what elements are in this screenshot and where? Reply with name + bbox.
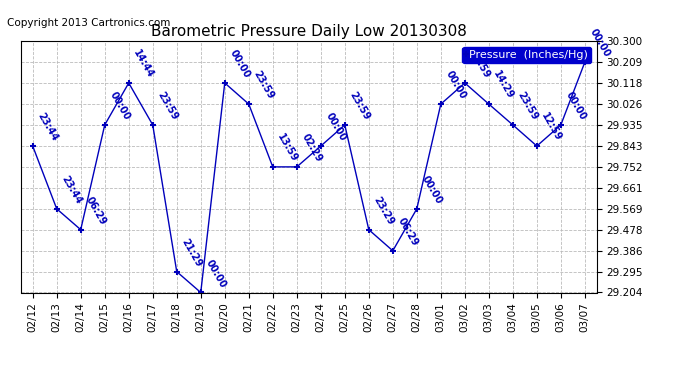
Text: 13:59: 13:59 (275, 132, 299, 164)
Pressure  (Inches/Hg) (221, 81, 229, 85)
Text: 00:00: 00:00 (204, 258, 228, 290)
Pressure  (Inches/Hg) (557, 123, 565, 127)
Pressure  (Inches/Hg) (509, 123, 517, 127)
Pressure  (Inches/Hg) (148, 123, 157, 127)
Text: 23:44: 23:44 (59, 174, 83, 206)
Text: 06:29: 06:29 (83, 195, 108, 227)
Text: 23:59: 23:59 (348, 90, 372, 122)
Pressure  (Inches/Hg) (413, 207, 421, 211)
Pressure  (Inches/Hg) (437, 102, 445, 106)
Pressure  (Inches/Hg) (388, 249, 397, 253)
Text: 21:29: 21:29 (179, 237, 204, 269)
Text: Copyright 2013 Cartronics.com: Copyright 2013 Cartronics.com (7, 18, 170, 28)
Text: 23:59: 23:59 (155, 90, 179, 122)
Text: 00:00: 00:00 (444, 69, 468, 101)
Pressure  (Inches/Hg) (52, 207, 61, 211)
Pressure  (Inches/Hg) (172, 269, 181, 274)
Text: 00:00: 00:00 (420, 174, 444, 206)
Pressure  (Inches/Hg) (293, 165, 301, 169)
Text: 23:44: 23:44 (35, 111, 59, 143)
Pressure  (Inches/Hg) (317, 144, 325, 148)
Pressure  (Inches/Hg) (484, 102, 493, 106)
Text: 06:29: 06:29 (395, 216, 420, 248)
Pressure  (Inches/Hg) (461, 81, 469, 85)
Pressure  (Inches/Hg) (341, 123, 349, 127)
Text: 14:44: 14:44 (132, 48, 156, 80)
Pressure  (Inches/Hg) (364, 227, 373, 232)
Text: 00:00: 00:00 (588, 27, 612, 59)
Legend: Pressure  (Inches/Hg): Pressure (Inches/Hg) (462, 47, 591, 63)
Text: 12:59: 12:59 (540, 111, 564, 143)
Title: Barometric Pressure Daily Low 20130308: Barometric Pressure Daily Low 20130308 (151, 24, 466, 39)
Pressure  (Inches/Hg) (245, 102, 253, 106)
Text: 00:00: 00:00 (108, 90, 132, 122)
Text: 23:59: 23:59 (252, 69, 276, 101)
Text: 23:59: 23:59 (515, 90, 540, 122)
Pressure  (Inches/Hg) (77, 227, 85, 232)
Line: Pressure  (Inches/Hg): Pressure (Inches/Hg) (29, 58, 589, 296)
Text: 14:29: 14:29 (491, 69, 515, 101)
Text: 23:59: 23:59 (468, 48, 492, 80)
Text: 00:00: 00:00 (564, 90, 588, 122)
Text: 02:29: 02:29 (299, 132, 324, 164)
Pressure  (Inches/Hg) (533, 144, 541, 148)
Pressure  (Inches/Hg) (581, 60, 589, 64)
Pressure  (Inches/Hg) (125, 81, 133, 85)
Text: 00:00: 00:00 (324, 111, 348, 143)
Text: 23:29: 23:29 (372, 195, 396, 227)
Text: 00:00: 00:00 (228, 48, 252, 80)
Pressure  (Inches/Hg) (268, 165, 277, 169)
Pressure  (Inches/Hg) (28, 144, 37, 148)
Pressure  (Inches/Hg) (197, 290, 205, 295)
Pressure  (Inches/Hg) (101, 123, 109, 127)
